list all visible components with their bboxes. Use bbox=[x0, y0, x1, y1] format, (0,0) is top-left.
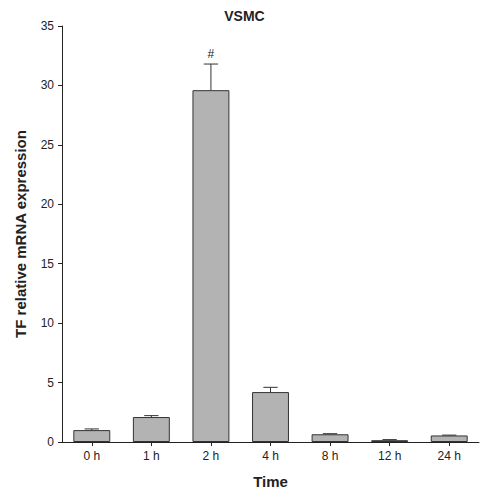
svg-text:#: # bbox=[208, 47, 215, 61]
svg-text:30: 30 bbox=[41, 78, 55, 92]
svg-text:24 h: 24 h bbox=[438, 449, 461, 463]
svg-text:TF relative mRNA expression: TF relative mRNA expression bbox=[12, 130, 29, 338]
svg-text:10: 10 bbox=[41, 316, 55, 330]
svg-text:20: 20 bbox=[41, 197, 55, 211]
svg-text:12 h: 12 h bbox=[378, 449, 401, 463]
svg-text:VSMC: VSMC bbox=[224, 8, 264, 24]
svg-text:15: 15 bbox=[41, 257, 55, 271]
svg-text:25: 25 bbox=[41, 138, 55, 152]
svg-text:Time: Time bbox=[253, 473, 288, 490]
svg-text:35: 35 bbox=[41, 19, 55, 33]
svg-text:0 h: 0 h bbox=[83, 449, 100, 463]
svg-text:2 h: 2 h bbox=[203, 449, 220, 463]
svg-text:5: 5 bbox=[47, 376, 54, 390]
svg-text:1 h: 1 h bbox=[143, 449, 160, 463]
svg-text:0: 0 bbox=[47, 435, 54, 449]
svg-text:4 h: 4 h bbox=[262, 449, 279, 463]
svg-text:8 h: 8 h bbox=[322, 449, 339, 463]
